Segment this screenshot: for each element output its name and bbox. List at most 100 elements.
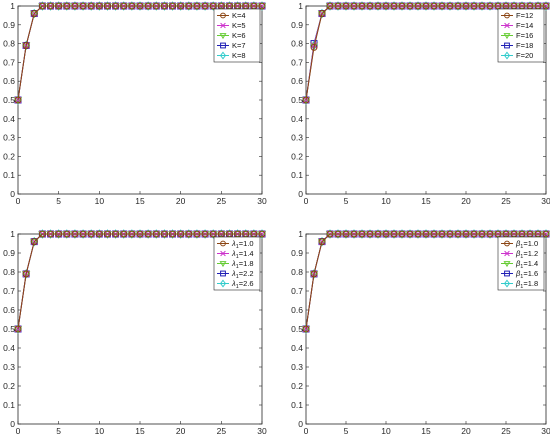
legend-entry: F=12 (516, 11, 533, 20)
legend-entry: K=4 (232, 11, 246, 20)
y-tick-label: 0.9 (3, 248, 15, 258)
legend-entry: λ1=1.8 (231, 259, 254, 270)
x-tick-label: 15 (135, 426, 145, 436)
series-line (17, 233, 262, 330)
legend-value: =1.4 (239, 249, 254, 258)
chart-panel-2: 00.10.20.30.40.50.60.70.80.910 5 10 15 20 25 3… (291, 1, 550, 206)
data-point (390, 230, 398, 238)
y-tick-label: 0.5 (3, 324, 15, 334)
data-point (406, 230, 414, 238)
legend-symbol: β (515, 279, 521, 288)
y-tick-label: 0.7 (3, 57, 15, 67)
legend-marker (220, 270, 226, 277)
data-point (120, 230, 128, 238)
data-point (22, 41, 30, 49)
data-point (103, 2, 111, 10)
data-point (478, 2, 486, 10)
data-point (309, 42, 319, 50)
data-point (414, 230, 422, 238)
series-line (17, 5, 262, 101)
legend-subscript: 1 (520, 274, 523, 280)
y-tick-label: 0.2 (3, 151, 15, 161)
data-point (193, 230, 201, 238)
data-point (486, 2, 494, 10)
data-point (152, 230, 160, 238)
data-point (160, 2, 168, 10)
legend-subscript: 1 (520, 254, 523, 260)
data-point (334, 2, 342, 10)
legend-entry: F=14 (516, 21, 533, 30)
data-point (193, 2, 201, 10)
y-tick-label: 0 (298, 189, 303, 199)
y-tick-label: 1 (10, 229, 15, 239)
data-point (374, 230, 382, 238)
data-point (382, 2, 390, 10)
data-point (63, 230, 71, 238)
x-tick-label: 15 (421, 196, 431, 206)
y-tick-label: 0.5 (291, 324, 303, 334)
x-tick-label: 5 (56, 426, 61, 436)
y-tick-label: 0.2 (3, 381, 15, 391)
legend-entry: β1=1.2 (515, 249, 538, 260)
x-tick-label: 10 (381, 196, 391, 206)
y-tick-label: 0.1 (291, 170, 303, 180)
legend-entry: F=18 (516, 41, 533, 50)
data-point (430, 230, 438, 238)
legend-marker (504, 22, 510, 29)
data-point (486, 230, 494, 238)
data-point (258, 2, 266, 10)
legend-marker (220, 12, 226, 19)
data-point (470, 2, 478, 10)
x-tick-label: 10 (95, 426, 105, 436)
data-point (478, 230, 486, 238)
y-tick-label: 0.5 (3, 95, 15, 105)
legend-marker (220, 42, 226, 49)
x-tick-label: 30 (257, 426, 267, 436)
x-tick-label: 0 (304, 426, 309, 436)
data-point (128, 2, 136, 10)
data-point (63, 2, 71, 10)
data-point (374, 2, 382, 10)
y-tick-label: 0 (298, 419, 303, 429)
legend-subscript: 1 (520, 284, 523, 290)
data-point (446, 230, 454, 238)
y-tick-label: 0.8 (291, 39, 303, 49)
data-point (302, 325, 310, 333)
y-tick-label: 0.1 (3, 400, 15, 410)
data-point (446, 2, 454, 10)
data-point (30, 10, 39, 18)
data-point (406, 2, 414, 10)
data-point (398, 230, 406, 238)
y-tick-label: 1 (298, 1, 303, 11)
data-point (144, 230, 152, 238)
y-tick-label: 0.3 (291, 362, 303, 372)
legend-marker (220, 240, 226, 247)
legend-subscript: 1 (236, 264, 239, 270)
y-tick-label: 0.5 (291, 95, 303, 105)
data-point (201, 230, 209, 238)
legend: F=12F=14F=16F=18F=20 (497, 8, 545, 63)
data-point (462, 230, 470, 238)
legend-subscript: 1 (520, 244, 523, 250)
legend-marker (219, 279, 227, 288)
legend-symbol: λ (231, 259, 236, 268)
legend-value: =1.8 (523, 279, 538, 288)
legend-symbol: β (515, 259, 521, 268)
data-point (22, 270, 30, 278)
legend-marker (503, 51, 511, 60)
data-point (87, 2, 95, 10)
data-point (366, 2, 374, 10)
series-group (13, 229, 267, 334)
series-line (305, 233, 546, 330)
legend-marker (504, 42, 510, 49)
series-group (301, 229, 550, 334)
x-tick-label: 20 (461, 196, 471, 206)
data-point (317, 238, 327, 246)
legend-value: =1.4 (523, 259, 538, 268)
data-point (38, 230, 46, 238)
data-point (430, 2, 438, 10)
data-point (47, 2, 55, 10)
data-point (95, 2, 103, 10)
x-tick-label: 20 (461, 426, 471, 436)
